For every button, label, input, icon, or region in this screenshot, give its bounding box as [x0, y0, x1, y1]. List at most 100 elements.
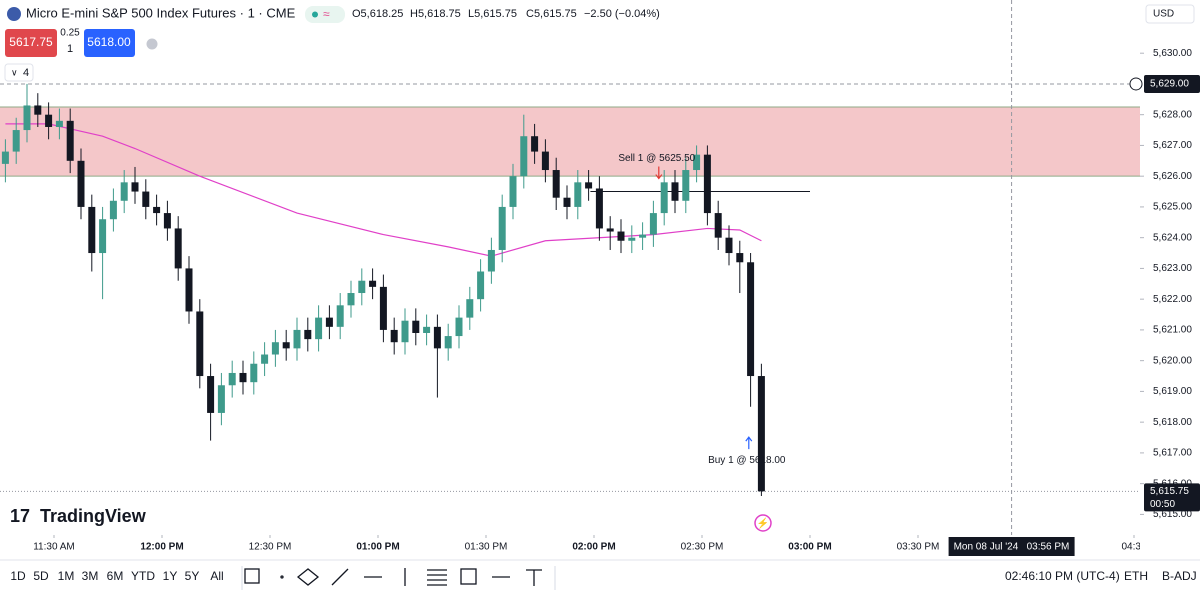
candle-body: [423, 326, 431, 333]
candle-body: [131, 182, 139, 192]
candle-body: [444, 336, 452, 349]
tool-icon[interactable]: [526, 569, 542, 586]
buy-button[interactable]: [84, 29, 135, 57]
x-tick-label: 11:30 AM: [33, 542, 75, 553]
candle-body: [163, 213, 171, 229]
y-tick-label: 5,624.00: [1153, 232, 1192, 243]
candle-body: [261, 354, 269, 364]
candle-body: [693, 154, 701, 171]
tick-size: 0.25: [60, 28, 80, 39]
info-icon[interactable]: [146, 38, 158, 50]
candle-body: [88, 206, 96, 254]
tool-icon[interactable]: [427, 569, 447, 586]
session[interactable]: ETH: [1124, 569, 1148, 583]
order-qty[interactable]: 1: [67, 43, 73, 55]
tool-icon[interactable]: [296, 568, 320, 586]
candle-body: [325, 317, 333, 327]
candle-body: [45, 114, 53, 127]
candle-body: [369, 280, 377, 287]
candle-body: [142, 191, 150, 207]
indicators-toggle[interactable]: [4, 63, 34, 82]
range-button[interactable]: 5D: [33, 569, 49, 583]
candle-body: [315, 317, 323, 340]
candle-body: [207, 376, 215, 413]
y-tick-label: 5,617.00: [1153, 448, 1192, 459]
trade-arrow: [745, 436, 753, 450]
y-tick-label: 5,628.00: [1153, 109, 1192, 120]
candle-body: [660, 182, 668, 214]
candle-body: [487, 249, 495, 272]
candle-body: [34, 105, 42, 115]
ohlc-low: L5,615.75: [468, 8, 517, 20]
tool-icon[interactable]: [460, 568, 477, 585]
candle-body: [747, 262, 755, 377]
range-button[interactable]: 1M: [58, 569, 75, 583]
x-tick-label: 01:00 PM: [356, 542, 399, 553]
y-tick-label: 5,622.00: [1153, 294, 1192, 305]
status-dot: [312, 11, 318, 18]
candle-body: [293, 329, 301, 349]
range-button[interactable]: 6M: [107, 569, 124, 583]
tool-icon[interactable]: [280, 575, 284, 579]
candle-body: [552, 170, 560, 198]
candle-body: [520, 136, 528, 177]
range-button[interactable]: All: [210, 569, 223, 583]
axis-clip: [1140, 536, 1200, 558]
last-price-box: [1144, 483, 1200, 512]
candle-body: [120, 182, 128, 201]
candle-body: [649, 213, 657, 235]
x-tick-label: 03:00 PM: [788, 542, 831, 553]
y-tick-label: 5,619.00: [1153, 386, 1192, 397]
alert-icon[interactable]: [754, 514, 772, 532]
candle-body: [379, 286, 387, 330]
candle-body: [725, 237, 733, 254]
candle-body: [174, 228, 182, 269]
ohlc-open: O5,618.25: [352, 8, 403, 20]
trade-label: Buy 1 @ 5618.00: [708, 455, 786, 466]
status-badge: [305, 6, 345, 23]
candle-body: [185, 268, 193, 312]
tool-icon[interactable]: [331, 568, 349, 586]
x-tick-label: 04:30: [1121, 542, 1146, 553]
ohlc-change: −2.50 (−0.04%): [584, 8, 660, 20]
candle-body: [271, 342, 279, 355]
range-button[interactable]: 5Y: [185, 569, 200, 583]
symbol-title: Micro E-mini S&P 500 Index Futures · 1 ·…: [26, 5, 296, 20]
range-button[interactable]: 1D: [10, 569, 26, 583]
tool-icon[interactable]: [244, 568, 260, 584]
sell-price: 5617.75: [9, 35, 53, 49]
candle-body: [217, 385, 225, 413]
candle-body: [574, 182, 582, 207]
crosshair-date: Mon 08 Jul '24: [954, 542, 1019, 553]
candle-body: [714, 213, 722, 238]
range-button[interactable]: 1Y: [163, 569, 178, 583]
candle-body: [347, 293, 355, 306]
buy-price: 5618.00: [87, 35, 131, 49]
range-button[interactable]: 3M: [82, 569, 99, 583]
candle-body: [1, 151, 9, 164]
candle-body: [498, 206, 506, 250]
candle-body: [757, 376, 765, 492]
candle-body: [228, 372, 236, 386]
candle-body: [304, 329, 312, 340]
range-button[interactable]: YTD: [131, 569, 155, 583]
chevron: ∨: [11, 67, 18, 77]
candle-body: [531, 136, 539, 152]
x-tick-label: 03:30 PM: [897, 542, 940, 553]
candle-body: [401, 320, 409, 343]
candle-body: [541, 151, 549, 171]
candle-body: [358, 280, 366, 294]
candle-body: [282, 342, 290, 349]
supply-zone: [0, 107, 1140, 177]
adjustment[interactable]: B-ADJ: [1162, 569, 1197, 583]
ohlc-high: H5,618.75: [410, 8, 461, 20]
candle-body: [466, 299, 474, 318]
currency-box[interactable]: [1145, 4, 1195, 24]
y-tick-label: 5,623.00: [1153, 263, 1192, 274]
plot: Sell 1 @ 5625.50 Buy 1 @ 5618.00: [0, 0, 1140, 535]
candle-body: [563, 197, 571, 207]
add-icon: [1129, 77, 1143, 91]
sell-button[interactable]: [5, 29, 57, 57]
